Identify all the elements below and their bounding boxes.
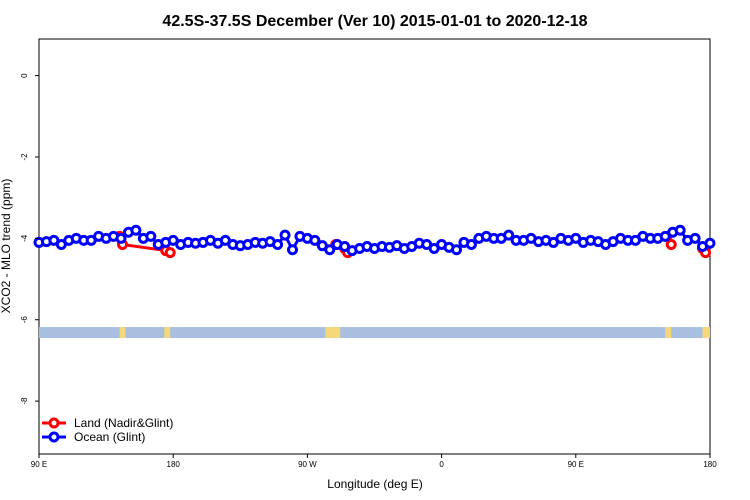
ocean-data-point bbox=[272, 238, 284, 250]
chart-title: 42.5S-37.5S December (Ver 10) 2015-01-01… bbox=[162, 13, 587, 30]
ocean-data-point bbox=[704, 237, 716, 249]
ocean-data-point bbox=[279, 229, 291, 241]
land-mask-patch bbox=[665, 327, 672, 339]
x-tick-label: 180 bbox=[703, 460, 717, 469]
x-tick-label: 90 E bbox=[568, 460, 584, 469]
x-axis-ticks: 90 E 180 90 W 0 90 E 180 bbox=[31, 454, 717, 469]
ocean-data-point bbox=[286, 244, 298, 256]
y-tick-label: -8 bbox=[20, 397, 29, 405]
legend-ocean-label: Ocean (Glint) bbox=[74, 430, 145, 444]
x-tick-label: 90 E bbox=[31, 460, 47, 469]
legend-ocean-marker bbox=[48, 431, 60, 443]
y-tick-label: -2 bbox=[20, 153, 29, 161]
legend: Land (Nadir&Glint) Ocean (Glint) bbox=[42, 416, 173, 444]
land-mask-patch bbox=[119, 327, 126, 339]
ocean-data-point bbox=[674, 224, 686, 236]
y-tick-label: -6 bbox=[20, 316, 29, 324]
ocean-data-point bbox=[451, 244, 463, 256]
land-data-point bbox=[164, 247, 176, 259]
ocean-series bbox=[33, 224, 716, 257]
legend-land-label: Land (Nadir&Glint) bbox=[74, 416, 173, 430]
land-mask-patch bbox=[325, 327, 341, 339]
ocean-data-point bbox=[503, 229, 515, 241]
land-data-point bbox=[665, 238, 677, 250]
y-axis-ticks: 0 -2 -4 -6 -8 bbox=[20, 73, 39, 405]
ocean-data-point bbox=[145, 230, 157, 242]
ocean-data-point bbox=[465, 238, 477, 250]
y-axis-label: XCO2 - MLO trend (ppm) bbox=[0, 179, 13, 314]
land-mask-patch bbox=[164, 327, 171, 339]
land-mask-patch bbox=[702, 327, 710, 339]
x-tick-label: 90 W bbox=[298, 460, 317, 469]
ocean-data-point bbox=[689, 232, 701, 244]
ocean-mask-strip bbox=[39, 327, 710, 339]
x-tick-label: 180 bbox=[167, 460, 181, 469]
legend-land-marker bbox=[48, 417, 60, 429]
y-tick-label: 0 bbox=[20, 73, 29, 78]
x-tick-label: 0 bbox=[439, 460, 444, 469]
ocean-data-point bbox=[324, 244, 336, 256]
x-axis-label: Longitude (deg E) bbox=[327, 477, 422, 491]
ocean-data-point bbox=[309, 234, 321, 246]
ocean-data-point bbox=[130, 224, 142, 236]
ocean-data-point bbox=[115, 232, 127, 244]
y-tick-label: -4 bbox=[20, 234, 29, 242]
land-ocean-mask-band bbox=[39, 327, 710, 339]
